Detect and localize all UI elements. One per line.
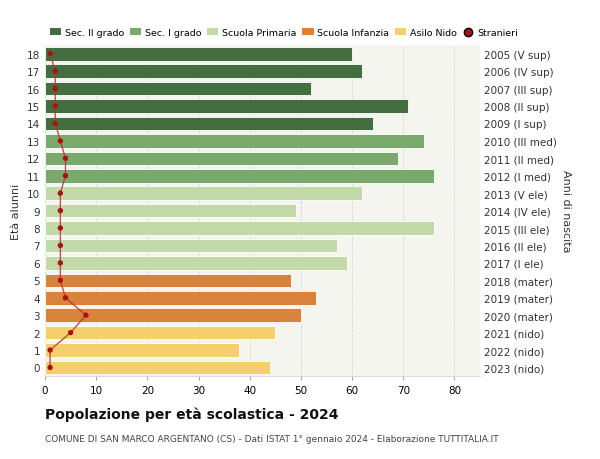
Point bbox=[56, 138, 65, 145]
Point bbox=[56, 277, 65, 285]
Point bbox=[81, 312, 91, 319]
Bar bbox=[45, 274, 290, 287]
Point bbox=[56, 260, 65, 267]
Bar bbox=[45, 343, 239, 357]
Point bbox=[66, 329, 76, 336]
Bar bbox=[45, 239, 337, 253]
Point bbox=[56, 207, 65, 215]
Point bbox=[56, 225, 65, 232]
Text: COMUNE DI SAN MARCO ARGENTANO (CS) - Dati ISTAT 1° gennaio 2024 - Elaborazione T: COMUNE DI SAN MARCO ARGENTANO (CS) - Dat… bbox=[45, 434, 499, 443]
Point bbox=[50, 86, 60, 93]
Bar bbox=[45, 48, 352, 62]
Point bbox=[56, 242, 65, 250]
Bar bbox=[45, 222, 434, 235]
Text: Popolazione per età scolastica - 2024: Popolazione per età scolastica - 2024 bbox=[45, 406, 338, 421]
Bar bbox=[45, 118, 373, 131]
Point bbox=[50, 103, 60, 111]
Point bbox=[56, 190, 65, 197]
Point bbox=[61, 294, 70, 302]
Bar bbox=[45, 257, 347, 270]
Point bbox=[46, 364, 55, 371]
Bar bbox=[45, 187, 362, 201]
Bar bbox=[45, 204, 296, 218]
Bar bbox=[45, 309, 301, 322]
Point bbox=[46, 347, 55, 354]
Bar bbox=[45, 83, 311, 96]
Point bbox=[61, 173, 70, 180]
Bar bbox=[45, 100, 409, 113]
Point bbox=[61, 155, 70, 162]
Bar bbox=[45, 361, 270, 375]
Y-axis label: Età alunni: Età alunni bbox=[11, 183, 22, 239]
Y-axis label: Anni di nascita: Anni di nascita bbox=[561, 170, 571, 252]
Bar bbox=[45, 169, 434, 183]
Bar bbox=[45, 291, 316, 305]
Bar bbox=[45, 326, 275, 340]
Bar bbox=[45, 152, 398, 166]
Legend: Sec. II grado, Sec. I grado, Scuola Primaria, Scuola Infanzia, Asilo Nido, Stran: Sec. II grado, Sec. I grado, Scuola Prim… bbox=[50, 29, 518, 38]
Bar bbox=[45, 135, 424, 148]
Point bbox=[50, 68, 60, 76]
Point bbox=[46, 51, 55, 58]
Point bbox=[50, 121, 60, 128]
Bar bbox=[45, 65, 362, 79]
